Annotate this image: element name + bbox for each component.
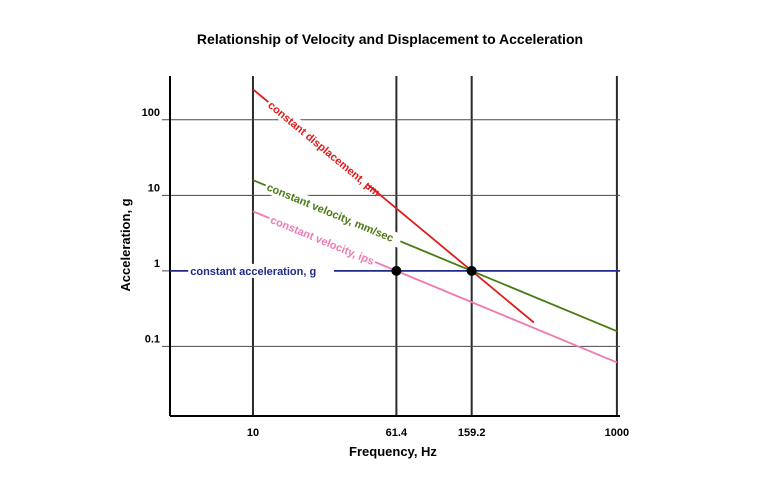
- grid: [162, 76, 620, 416]
- y-tick-label-1: 10: [148, 182, 160, 194]
- series-label-constant-displacement-m: constant displacement, μm: [265, 99, 382, 199]
- series-lines: [170, 88, 620, 364]
- chart-title: Relationship of Velocity and Displacemen…: [197, 31, 583, 47]
- series-label-bg: [188, 263, 334, 278]
- series-label-group-constant-acceleration-g: constant acceleration, g: [188, 263, 334, 278]
- y-tick-label-2: 1: [154, 258, 160, 270]
- series-label-bg: [263, 96, 372, 190]
- x-tick-label-3: 1000: [605, 427, 629, 439]
- series-label-bg: [262, 178, 404, 248]
- series-label-constant-acceleration-g: constant acceleration, g: [190, 266, 316, 278]
- series-label-bg: [266, 211, 378, 269]
- series-label-group-constant-displacement-m: constant displacement, μm: [263, 96, 382, 199]
- intersection-points: [391, 265, 477, 276]
- tick-labels: 10 61.4 159.2 1000 100 10 1 0.1: [142, 107, 630, 439]
- x-tick-label-2: 159.2: [458, 427, 486, 439]
- x-tick-label-1: 61.4: [386, 427, 408, 439]
- x-tick-label-0: 10: [247, 427, 259, 439]
- y-axis-label: Acceleration, g: [118, 198, 133, 291]
- intersection-point-0: [391, 265, 402, 276]
- y-tick-label-0: 100: [142, 107, 160, 119]
- intersection-point-1: [466, 265, 477, 276]
- y-tick-label-3: 0.1: [145, 333, 160, 345]
- axes: [169, 76, 620, 417]
- x-axis-label: Frequency, Hz: [349, 444, 437, 459]
